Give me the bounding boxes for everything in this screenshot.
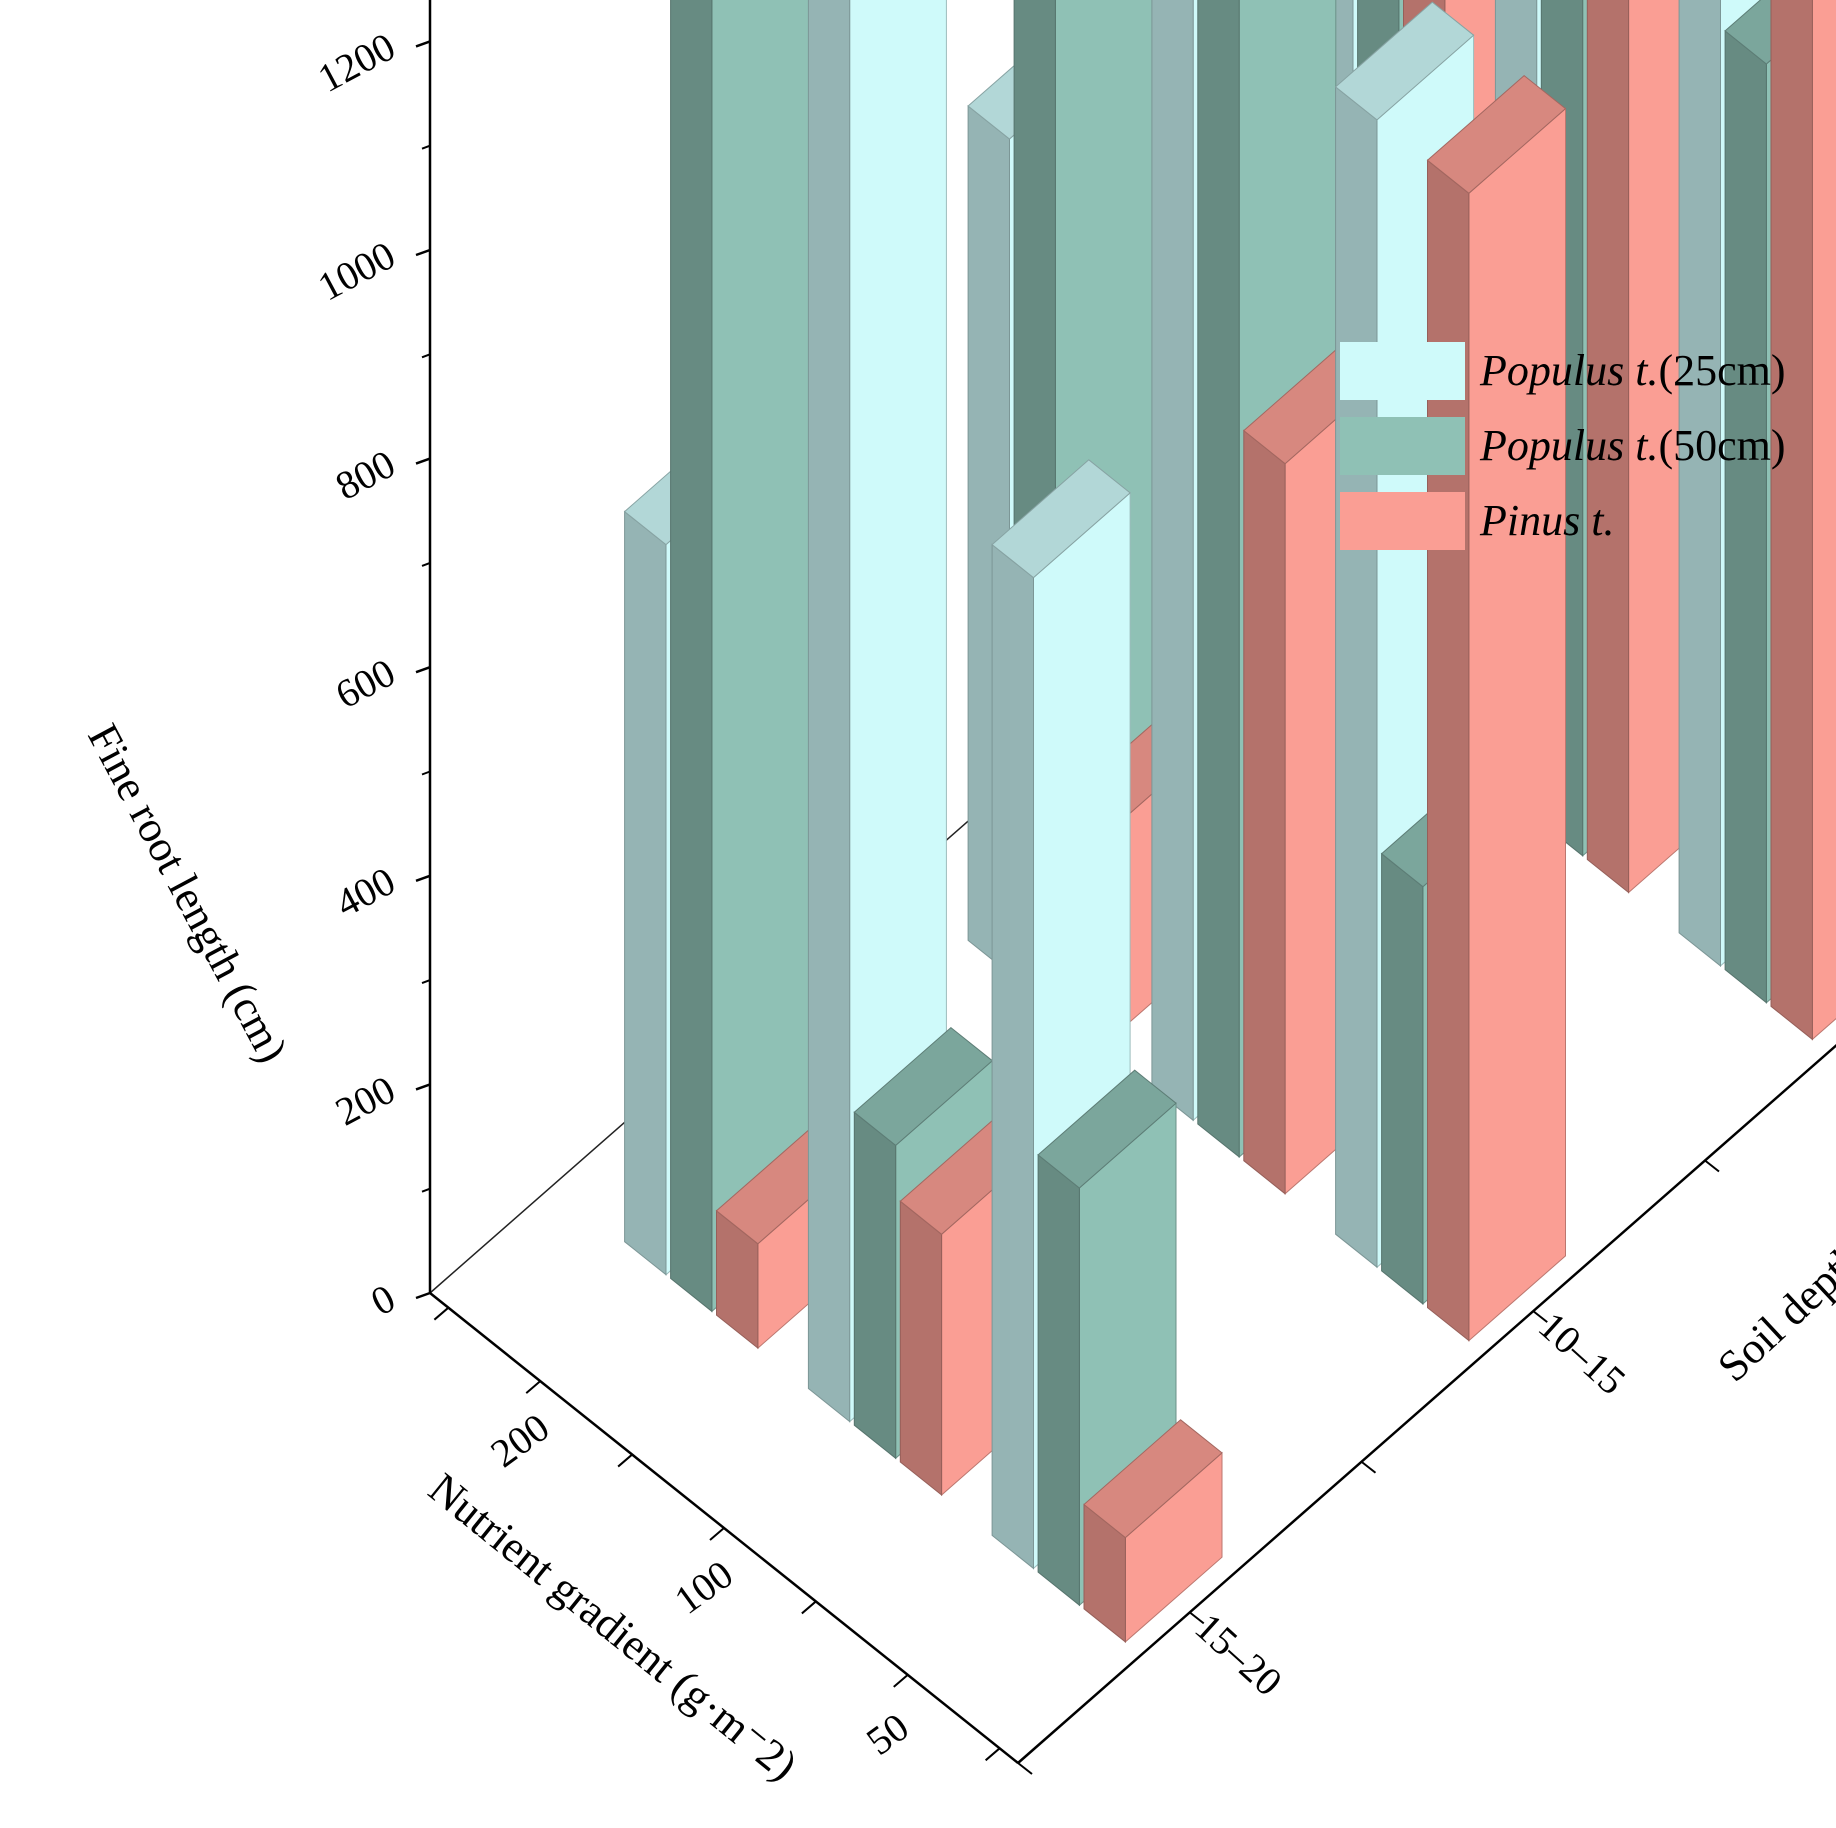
bar-face-front	[1468, 107, 1566, 1342]
bar-face-side	[1381, 852, 1424, 1305]
bar-face-side	[670, 0, 713, 1313]
bar-face-top	[1334, 1, 1475, 121]
z-tick-label: 0	[363, 1275, 402, 1324]
bar	[1426, 74, 1567, 1342]
bar-face-front	[1811, 0, 1836, 1041]
bar-face-side	[807, 0, 851, 1423]
z-tick-label: 200	[328, 1067, 402, 1135]
nutrient-axis-title: Nutrient gradient (g·m⁻2)	[420, 1464, 807, 1790]
bar-face-front	[711, 0, 809, 1313]
bar-face-side	[624, 510, 667, 1276]
bar-face-top	[1083, 1419, 1223, 1539]
bar-face-side	[1678, 0, 1721, 967]
z-tick	[415, 1291, 431, 1300]
depth-axis-title: Soil depth (cm)	[1708, 1169, 1836, 1392]
bar-face-side	[1335, 85, 1378, 1269]
legend-swatch	[1340, 342, 1465, 400]
bar-face-side	[1037, 1153, 1080, 1607]
legend-label: Populus t.(25cm)	[1479, 346, 1786, 395]
z-tick	[415, 40, 431, 48]
nutrient-tick	[433, 1306, 450, 1321]
z-minor-tick	[421, 770, 431, 776]
z-tick-label: 400	[328, 858, 402, 926]
z-tick	[415, 1083, 431, 1091]
nutrient-tick-label: 100	[666, 1551, 741, 1623]
bar-face-side	[853, 1111, 897, 1460]
depth-tick	[1017, 1762, 1033, 1775]
z-axis-title: Fine root length (cm)	[78, 716, 297, 1070]
z-minor-tick	[421, 1187, 431, 1193]
legend-label: Pinus t.	[1479, 496, 1614, 545]
z-tick-label: 800	[328, 441, 402, 509]
z-minor-tick	[421, 979, 431, 985]
z-tick-label: 1200	[310, 24, 402, 101]
bar-face-side	[1243, 429, 1286, 1195]
z-tick	[415, 874, 431, 882]
bar-face-top	[991, 459, 1131, 579]
bar	[670, 0, 809, 1313]
depth-tick-label: 10–15	[1530, 1303, 1634, 1403]
z-tick-label: 600	[328, 649, 402, 717]
legend: Populus t.(25cm) Populus t.(50cm) Pinus t.	[1340, 342, 1786, 550]
nutrient-tick	[801, 1600, 817, 1615]
bar	[1083, 1419, 1223, 1644]
depth-tick	[1189, 1611, 1205, 1625]
bar-face-side	[1151, 0, 1194, 1122]
depth-tick-label: 15–20	[1187, 1604, 1291, 1704]
z-tick	[415, 666, 431, 674]
legend-swatch	[1340, 492, 1465, 550]
nutrient-tick	[893, 1674, 909, 1688]
bar-face-side	[1586, 0, 1630, 894]
bar-face-top	[1426, 74, 1567, 194]
nutrient-tick	[617, 1453, 633, 1468]
z-tick	[415, 457, 431, 465]
z-tick-label: 1000	[310, 232, 402, 309]
z-minor-tick	[421, 561, 431, 567]
bar-face-top	[1037, 1069, 1177, 1189]
nutrient-tick	[709, 1527, 725, 1541]
bar-face-side	[1427, 159, 1470, 1342]
bar-face-side	[991, 543, 1034, 1570]
nutrient-tick-label: 200	[482, 1404, 557, 1476]
z-minor-tick	[421, 144, 431, 150]
bar-face-side	[1724, 29, 1767, 1004]
nutrient-tick	[984, 1747, 1001, 1762]
legend-swatch	[1340, 417, 1465, 475]
bars	[623, 0, 1836, 1644]
bar	[1770, 0, 1836, 1041]
bar-face-side	[899, 1200, 943, 1497]
legend-label: Populus t.(50cm)	[1479, 421, 1786, 470]
bar-face-side	[1197, 0, 1240, 1159]
depth-tick	[1360, 1460, 1377, 1474]
nutrient-tick	[525, 1380, 541, 1394]
bar	[1037, 1069, 1177, 1607]
depth-tick	[1532, 1310, 1548, 1323]
depth-tick	[1704, 1159, 1720, 1173]
z-minor-tick	[421, 353, 431, 359]
bar-face-side	[1770, 0, 1813, 1041]
nutrient-tick-label: 50	[858, 1704, 917, 1764]
z-tick	[415, 248, 431, 257]
